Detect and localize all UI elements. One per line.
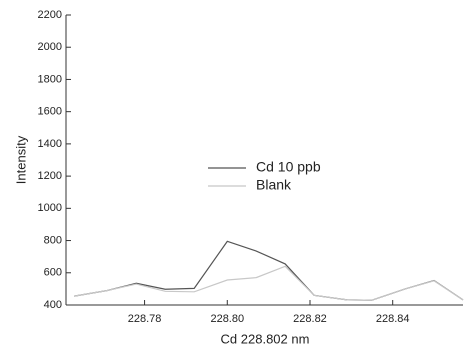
y-tick-label: 1800 bbox=[38, 73, 62, 85]
y-tick-label: 400 bbox=[44, 299, 62, 311]
series-line bbox=[74, 265, 464, 301]
x-tick-label: 228.82 bbox=[293, 313, 327, 325]
legend-label: Cd 10 ppb bbox=[256, 159, 321, 175]
legend-label: Blank bbox=[256, 177, 292, 193]
y-tick-label: 1200 bbox=[38, 170, 62, 182]
x-tick-label: 228.84 bbox=[376, 313, 410, 325]
x-tick-label: 228.80 bbox=[210, 313, 244, 325]
y-tick-label: 2000 bbox=[38, 41, 62, 53]
y-tick-label: 600 bbox=[44, 267, 62, 279]
x-axis-label: Cd 228.802 nm bbox=[221, 331, 310, 346]
y-tick-label: 800 bbox=[44, 234, 62, 246]
y-tick-label: 1000 bbox=[38, 202, 62, 214]
x-tick-label: 228.78 bbox=[128, 313, 162, 325]
y-tick-label: 1400 bbox=[38, 138, 62, 150]
series-line bbox=[74, 240, 464, 301]
y-axis-label: Intensity bbox=[13, 135, 28, 184]
y-tick-label: 1600 bbox=[38, 106, 62, 118]
y-tick-label: 2200 bbox=[38, 9, 62, 21]
